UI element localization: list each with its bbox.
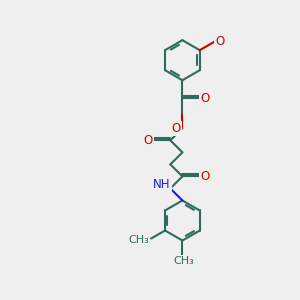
Text: CH₃: CH₃	[173, 256, 194, 266]
Text: O: O	[171, 122, 181, 135]
Text: NH: NH	[153, 178, 171, 191]
Text: CH₃: CH₃	[128, 235, 149, 245]
Text: O: O	[143, 134, 153, 147]
Text: O: O	[200, 170, 209, 183]
Text: O: O	[215, 35, 224, 48]
Text: O: O	[200, 92, 209, 105]
